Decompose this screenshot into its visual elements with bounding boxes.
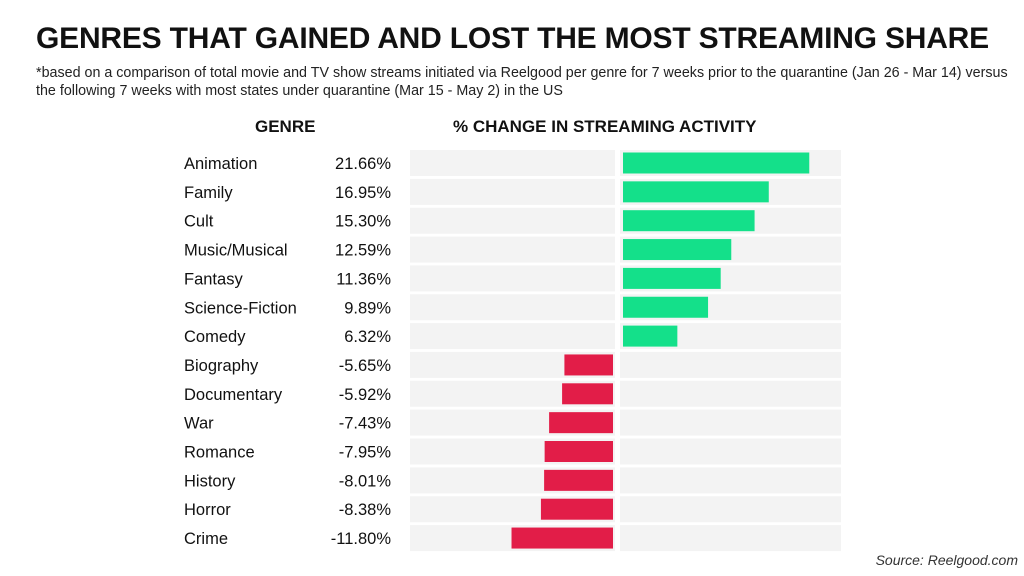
change-column-header: % CHANGE IN STREAMING ACTIVITY: [453, 117, 757, 136]
row-background-negative: [410, 178, 615, 205]
category-label: Music/Musical: [184, 242, 288, 260]
value-label: 9.89%: [344, 299, 391, 317]
row-background-positive: [620, 438, 841, 465]
category-label: History: [184, 472, 236, 490]
value-label: 6.32%: [344, 328, 391, 346]
category-label: Comedy: [184, 328, 246, 346]
bar-positive: [623, 239, 732, 261]
row-background-positive: [620, 351, 841, 378]
bar-negative: [564, 354, 613, 376]
bar-negative: [544, 469, 613, 491]
value-label: -8.01%: [339, 472, 392, 490]
category-label: Romance: [184, 444, 255, 462]
bar-negative: [549, 412, 613, 434]
bar-negative: [511, 527, 613, 549]
category-label: Family: [184, 184, 233, 202]
row-background-positive: [620, 380, 841, 407]
value-label: -8.38%: [339, 501, 392, 519]
row-background-negative: [410, 207, 615, 234]
bar-positive: [623, 181, 769, 203]
row-background-positive: [620, 467, 841, 494]
genre-column-header: GENRE: [255, 117, 316, 136]
row-background-positive: [620, 409, 841, 436]
value-label: -7.43%: [339, 415, 392, 433]
value-label: -11.80%: [331, 530, 392, 548]
row-background-positive: [620, 525, 841, 552]
value-label: -5.65%: [339, 357, 392, 375]
row-background-negative: [410, 150, 615, 176]
category-label: Documentary: [184, 386, 283, 404]
row-background-negative: [410, 265, 615, 292]
row-background-positive: [620, 496, 841, 523]
value-label: 11.36%: [336, 270, 391, 288]
row-background-negative: [410, 294, 615, 321]
bar-negative: [540, 498, 613, 520]
category-label: Fantasy: [184, 270, 243, 288]
category-label: Horror: [184, 501, 231, 519]
value-label: 21.66%: [335, 155, 391, 173]
source-credit: Source: Reelgood.com: [875, 552, 1018, 568]
row-background-negative: [410, 236, 615, 263]
value-label: -7.95%: [339, 444, 392, 462]
bar-positive: [623, 267, 721, 289]
category-label: Cult: [184, 213, 214, 231]
value-label: 15.30%: [335, 213, 391, 231]
row-background-negative: [410, 323, 615, 350]
category-label: Crime: [184, 530, 228, 548]
chart-subtitle: *based on a comparison of total movie an…: [36, 65, 1008, 99]
bar-positive: [623, 210, 755, 232]
bar-positive: [623, 296, 709, 318]
value-label: -5.92%: [339, 386, 392, 404]
value-label: 16.95%: [335, 184, 391, 202]
category-label: Biography: [184, 357, 259, 375]
category-label: Animation: [184, 155, 257, 173]
bar-positive: [623, 152, 810, 174]
bar-negative: [562, 383, 613, 405]
bar-positive: [623, 325, 678, 347]
category-label: War: [184, 415, 214, 433]
chart-title: GENRES THAT GAINED AND LOST THE MOST STR…: [36, 22, 989, 55]
bar-negative: [544, 441, 613, 462]
category-label: Science-Fiction: [184, 299, 297, 317]
value-label: 12.59%: [335, 242, 391, 260]
